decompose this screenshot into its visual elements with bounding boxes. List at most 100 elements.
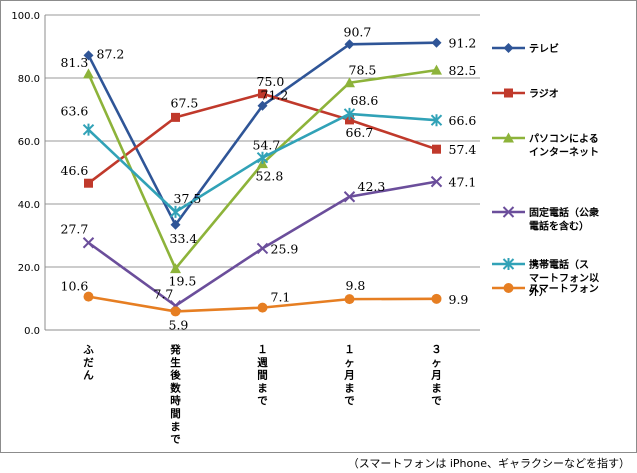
y-tick-label: 0.0 — [24, 326, 40, 337]
legend-label: スマートフォン — [529, 283, 599, 295]
x-category-label: だ — [83, 357, 94, 369]
data-point — [430, 114, 443, 127]
data-label: 37.5 — [174, 191, 202, 206]
legend-marker — [503, 283, 514, 293]
data-point — [169, 205, 182, 218]
data-label: 91.2 — [449, 36, 477, 51]
data-label: 71.2 — [261, 88, 289, 103]
data-label: 75.0 — [257, 74, 285, 89]
data-point — [257, 100, 268, 111]
data-label: 54.7 — [253, 138, 281, 153]
x-category-label: ふ — [83, 344, 94, 356]
data-point — [84, 178, 93, 188]
data-point — [256, 242, 269, 255]
x-category-label: 生 — [170, 356, 181, 369]
data-point — [431, 293, 442, 304]
data-label: 67.5 — [171, 95, 199, 110]
chart-frame — [0, 0, 637, 453]
legend-label: 携帯電話（ス — [529, 258, 589, 271]
legend-marker — [503, 132, 514, 143]
data-label: 46.6 — [61, 163, 89, 178]
legend-marker — [503, 43, 514, 53]
x-category-label: 後 — [169, 369, 181, 382]
x-category-label: で — [257, 395, 268, 407]
x-category-label: ま — [170, 421, 181, 433]
data-point — [344, 39, 355, 50]
data-label: 82.5 — [449, 63, 477, 78]
data-label: 90.7 — [344, 24, 372, 39]
data-label: 7.1 — [271, 290, 291, 305]
data-label: 66.7 — [346, 125, 374, 140]
legend-marker — [502, 206, 515, 218]
data-label: 42.3 — [358, 179, 386, 194]
legend-label: 外） — [528, 285, 549, 298]
legend-label: インターネット — [529, 147, 599, 159]
x-category-label: 発 — [169, 343, 181, 356]
x-category-label: ま — [257, 382, 268, 394]
x-category-label: 間 — [257, 370, 268, 382]
data-point — [431, 64, 442, 75]
data-point — [343, 107, 356, 120]
x-category-label: １ — [257, 344, 268, 356]
y-tick-label: 20.0 — [18, 263, 40, 274]
data-point — [83, 50, 94, 61]
data-label: 5.9 — [169, 317, 189, 332]
legend-label: マートフォン以 — [529, 273, 599, 285]
data-point — [83, 68, 94, 79]
data-label: 33.4 — [170, 231, 198, 246]
y-tick-label: 60.0 — [18, 137, 40, 148]
data-point — [431, 37, 442, 48]
legend-label: ラジオ — [529, 88, 559, 100]
x-category-label: 間 — [170, 408, 181, 420]
footnote: （スマートフォンは iPhone、ギャラクシーなどを指す） — [347, 457, 630, 470]
data-label: 57.4 — [449, 142, 477, 157]
data-label: 78.5 — [349, 63, 377, 78]
legend-label: テレビ — [529, 42, 559, 55]
x-category-label: ま — [344, 382, 355, 394]
x-category-label: ヶ — [344, 357, 355, 369]
x-category-label: ま — [431, 382, 442, 394]
x-category-label: 月 — [343, 370, 355, 382]
data-point — [82, 123, 95, 136]
legend-label: 電話を含む） — [529, 220, 589, 233]
data-label: 7.7 — [154, 287, 174, 302]
data-label: 9.9 — [449, 292, 469, 307]
data-label: 68.6 — [351, 93, 379, 108]
data-label: 10.6 — [61, 279, 89, 294]
data-point — [170, 263, 181, 274]
series-line — [87, 180, 437, 308]
data-point — [170, 306, 181, 317]
y-tick-label: 100.0 — [11, 11, 40, 22]
data-label: 9.8 — [346, 278, 366, 293]
y-tick-label: 80.0 — [18, 74, 40, 85]
data-point — [258, 89, 267, 99]
x-category-label: １ — [344, 344, 355, 356]
legend-label: パソコンによる — [529, 133, 599, 145]
data-point — [343, 191, 356, 203]
x-category-label: 月 — [430, 370, 442, 382]
x-category-label: ヶ — [431, 357, 442, 369]
data-point — [432, 144, 441, 154]
data-point — [256, 151, 269, 164]
data-label: 27.7 — [61, 222, 89, 237]
data-label: 19.5 — [169, 274, 197, 289]
x-category-label: 数 — [169, 381, 181, 394]
data-point — [170, 219, 181, 230]
data-point — [344, 294, 355, 305]
legend-label: 固定電話（公衆 — [529, 206, 599, 219]
x-category-label: ん — [83, 370, 94, 382]
y-tick-label: 40.0 — [18, 200, 40, 211]
data-label: 87.2 — [97, 46, 125, 61]
data-label: 66.6 — [449, 113, 477, 128]
data-point — [430, 175, 443, 188]
x-category-label: ３ — [431, 344, 442, 356]
x-category-label: で — [431, 395, 442, 407]
x-category-label: で — [344, 395, 355, 407]
data-point — [171, 112, 180, 122]
x-category-label: 時 — [170, 394, 181, 407]
data-point — [257, 302, 268, 313]
data-point — [82, 237, 95, 249]
legend-marker — [502, 258, 515, 270]
legend-marker — [504, 88, 513, 98]
